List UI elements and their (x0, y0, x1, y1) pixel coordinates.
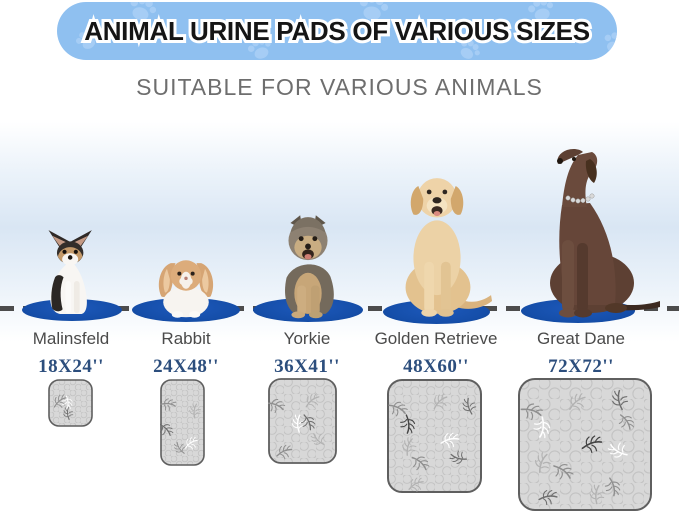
chihuahua-photo (48, 230, 92, 315)
paw-print-icon (528, 2, 554, 21)
pad-size-label-2: 24X48'' (153, 356, 219, 377)
urine-pad-18x24 (48, 379, 93, 427)
pad-size-label-5: 72X72'' (548, 356, 614, 377)
animal-name-great-dane: Great Dane (537, 329, 625, 348)
pad-size-label-4: 48X60'' (403, 356, 469, 377)
animal-name-yorkie: Yorkie (283, 329, 331, 348)
page-title-outline: ANIMAL URINE PADS OF VARIOUS SIZES (81, 13, 593, 49)
paw-print-icon (359, 2, 389, 20)
urine-pad-36x41 (268, 378, 337, 464)
page-title: ANIMAL URINE PADS OF VARIOUS SIZES (84, 15, 590, 46)
paw-print-icon (130, 2, 157, 21)
urine-pad-72x72 (518, 378, 652, 511)
pad-size-label-1: 18X24'' (38, 356, 104, 377)
subtitle: SUITABLE FOR VARIOUS ANIMALS (136, 74, 543, 100)
animal-name-malinsfeld: Malinsfeld (32, 329, 110, 348)
urine-pad-48x60 (387, 379, 482, 493)
golden-retriever-photo (405, 178, 493, 317)
header-banner: ANIMAL URINE PADS OF VARIOUS SIZES ANIMA… (57, 2, 617, 60)
paw-print-icon (460, 40, 480, 59)
rabbit-photo (158, 260, 214, 318)
pad-size-label-3: 36X41'' (274, 356, 340, 377)
animal-name-rabbit: Rabbit (161, 329, 211, 348)
great-dane-photo (550, 148, 660, 318)
paw-print-icon (604, 32, 617, 53)
paw-print-icon (248, 38, 271, 59)
animal-name-golden-retrieve: Golden Retrieve (374, 329, 498, 348)
banner-title-wrap: ANIMAL URINE PADS OF VARIOUS SIZES ANIMA… (57, 2, 617, 60)
paw-print-icon (75, 29, 97, 49)
urine-pad-24x48 (160, 379, 205, 466)
yorkie-photo (285, 215, 334, 319)
